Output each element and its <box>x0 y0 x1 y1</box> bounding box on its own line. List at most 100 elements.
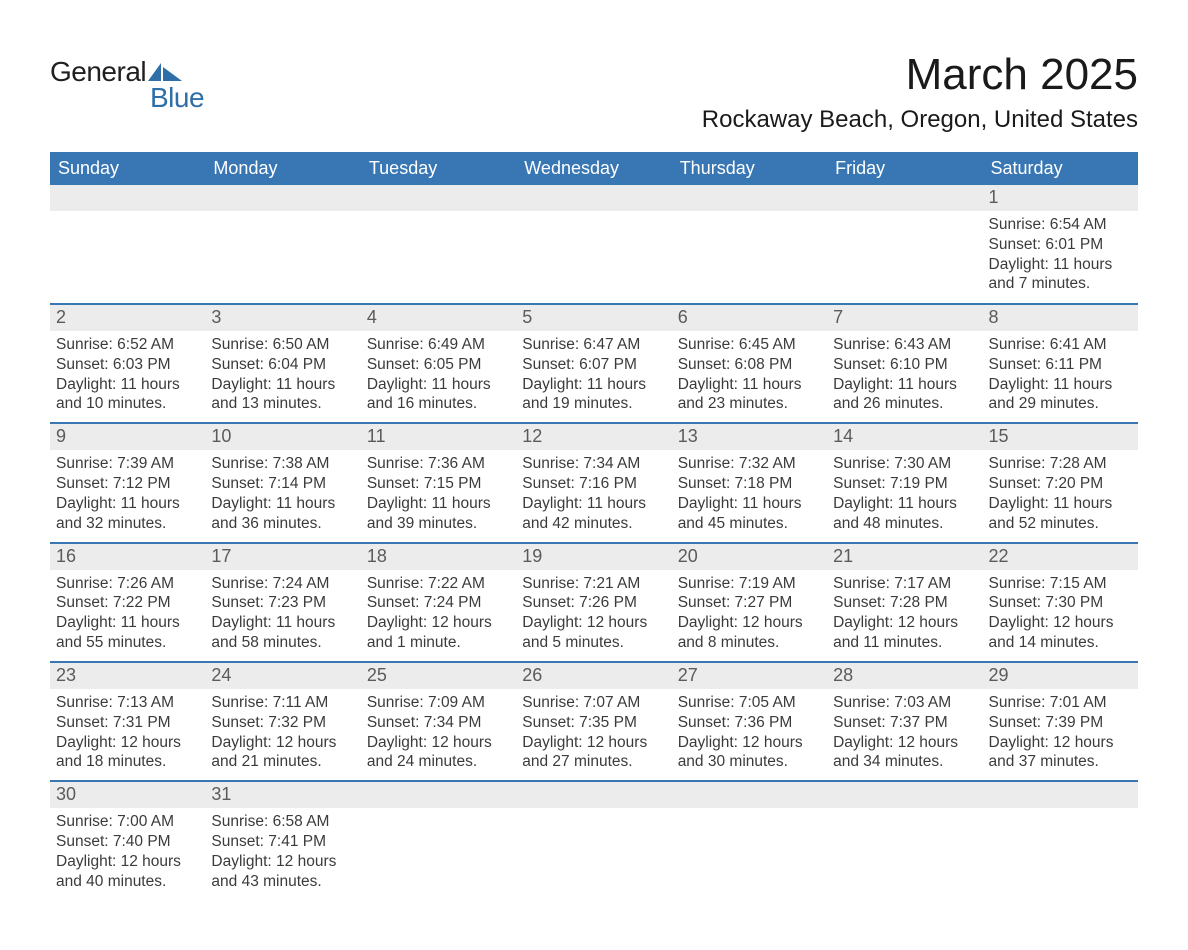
day-number <box>827 185 982 211</box>
day-number <box>672 782 827 808</box>
sunset-line: Sunset: 7:34 PM <box>367 713 510 733</box>
day-details: Sunrise: 7:22 AMSunset: 7:24 PMDaylight:… <box>361 570 516 661</box>
location-subtitle: Rockaway Beach, Oregon, United States <box>702 106 1138 134</box>
calendar-table: SundayMondayTuesdayWednesdayThursdayFrid… <box>50 152 1138 900</box>
day-number: 13 <box>672 424 827 450</box>
calendar-day-cell <box>516 781 671 899</box>
sunrise-line: Sunrise: 6:49 AM <box>367 335 510 355</box>
sunset-line: Sunset: 7:20 PM <box>989 474 1132 494</box>
day-details <box>361 808 516 894</box>
day-details: Sunrise: 7:17 AMSunset: 7:28 PMDaylight:… <box>827 570 982 661</box>
calendar-day-cell: 12Sunrise: 7:34 AMSunset: 7:16 PMDayligh… <box>516 423 671 542</box>
day-details: Sunrise: 7:39 AMSunset: 7:12 PMDaylight:… <box>50 450 205 541</box>
weekday-header: Monday <box>205 152 360 185</box>
daylight-line: Daylight: 11 hours and 58 minutes. <box>211 613 354 653</box>
day-details: Sunrise: 6:49 AMSunset: 6:05 PMDaylight:… <box>361 331 516 422</box>
calendar-day-cell: 3Sunrise: 6:50 AMSunset: 6:04 PMDaylight… <box>205 304 360 423</box>
sunrise-line: Sunrise: 7:19 AM <box>678 574 821 594</box>
calendar-day-cell: 30Sunrise: 7:00 AMSunset: 7:40 PMDayligh… <box>50 781 205 899</box>
daylight-line: Daylight: 11 hours and 42 minutes. <box>522 494 665 534</box>
daylight-line: Daylight: 12 hours and 14 minutes. <box>989 613 1132 653</box>
day-details: Sunrise: 7:28 AMSunset: 7:20 PMDaylight:… <box>983 450 1138 541</box>
day-details <box>983 808 1138 894</box>
sunset-line: Sunset: 6:08 PM <box>678 355 821 375</box>
day-details: Sunrise: 7:01 AMSunset: 7:39 PMDaylight:… <box>983 689 1138 780</box>
sunset-line: Sunset: 7:37 PM <box>833 713 976 733</box>
calendar-week-row: 1Sunrise: 6:54 AMSunset: 6:01 PMDaylight… <box>50 185 1138 304</box>
sunrise-line: Sunrise: 6:52 AM <box>56 335 199 355</box>
sunset-line: Sunset: 7:24 PM <box>367 593 510 613</box>
brand-name-part2: Blue <box>150 82 204 114</box>
calendar-day-cell: 6Sunrise: 6:45 AMSunset: 6:08 PMDaylight… <box>672 304 827 423</box>
calendar-week-row: 16Sunrise: 7:26 AMSunset: 7:22 PMDayligh… <box>50 543 1138 662</box>
sunset-line: Sunset: 7:12 PM <box>56 474 199 494</box>
sunrise-line: Sunrise: 6:43 AM <box>833 335 976 355</box>
day-number <box>672 185 827 211</box>
day-details: Sunrise: 7:15 AMSunset: 7:30 PMDaylight:… <box>983 570 1138 661</box>
calendar-day-cell: 13Sunrise: 7:32 AMSunset: 7:18 PMDayligh… <box>672 423 827 542</box>
sunset-line: Sunset: 6:07 PM <box>522 355 665 375</box>
calendar-day-cell: 27Sunrise: 7:05 AMSunset: 7:36 PMDayligh… <box>672 662 827 781</box>
calendar-day-cell <box>827 185 982 304</box>
daylight-line: Daylight: 11 hours and 19 minutes. <box>522 375 665 415</box>
sunrise-line: Sunrise: 7:24 AM <box>211 574 354 594</box>
calendar-day-cell: 10Sunrise: 7:38 AMSunset: 7:14 PMDayligh… <box>205 423 360 542</box>
sunrise-line: Sunrise: 7:30 AM <box>833 454 976 474</box>
sunrise-line: Sunrise: 7:00 AM <box>56 812 199 832</box>
sunset-line: Sunset: 7:32 PM <box>211 713 354 733</box>
sunrise-line: Sunrise: 7:13 AM <box>56 693 199 713</box>
weekday-header: Tuesday <box>361 152 516 185</box>
sunset-line: Sunset: 7:28 PM <box>833 593 976 613</box>
day-details <box>516 211 671 303</box>
sunset-line: Sunset: 7:40 PM <box>56 832 199 852</box>
day-number: 17 <box>205 544 360 570</box>
day-details: Sunrise: 7:03 AMSunset: 7:37 PMDaylight:… <box>827 689 982 780</box>
daylight-line: Daylight: 11 hours and 7 minutes. <box>989 255 1132 295</box>
day-number: 15 <box>983 424 1138 450</box>
calendar-day-cell: 22Sunrise: 7:15 AMSunset: 7:30 PMDayligh… <box>983 543 1138 662</box>
day-number: 9 <box>50 424 205 450</box>
sunset-line: Sunset: 6:04 PM <box>211 355 354 375</box>
daylight-line: Daylight: 11 hours and 13 minutes. <box>211 375 354 415</box>
day-number <box>516 185 671 211</box>
daylight-line: Daylight: 12 hours and 1 minute. <box>367 613 510 653</box>
day-details: Sunrise: 7:30 AMSunset: 7:19 PMDaylight:… <box>827 450 982 541</box>
calendar-day-cell: 5Sunrise: 6:47 AMSunset: 6:07 PMDaylight… <box>516 304 671 423</box>
sunrise-line: Sunrise: 6:41 AM <box>989 335 1132 355</box>
day-details <box>827 211 982 303</box>
day-number: 6 <box>672 305 827 331</box>
daylight-line: Daylight: 12 hours and 21 minutes. <box>211 733 354 773</box>
sunrise-line: Sunrise: 6:54 AM <box>989 215 1132 235</box>
day-number: 7 <box>827 305 982 331</box>
daylight-line: Daylight: 12 hours and 11 minutes. <box>833 613 976 653</box>
sunset-line: Sunset: 7:18 PM <box>678 474 821 494</box>
day-number: 11 <box>361 424 516 450</box>
calendar-week-row: 30Sunrise: 7:00 AMSunset: 7:40 PMDayligh… <box>50 781 1138 899</box>
sunrise-line: Sunrise: 7:05 AM <box>678 693 821 713</box>
page-header: General Blue March 2025 Rockaway Beach, … <box>50 50 1138 134</box>
day-number <box>983 782 1138 808</box>
calendar-day-cell: 4Sunrise: 6:49 AMSunset: 6:05 PMDaylight… <box>361 304 516 423</box>
weekday-header: Saturday <box>983 152 1138 185</box>
sunrise-line: Sunrise: 6:47 AM <box>522 335 665 355</box>
day-details <box>50 211 205 303</box>
calendar-day-cell: 31Sunrise: 6:58 AMSunset: 7:41 PMDayligh… <box>205 781 360 899</box>
day-details <box>516 808 671 894</box>
day-number: 31 <box>205 782 360 808</box>
weekday-header: Friday <box>827 152 982 185</box>
day-number <box>516 782 671 808</box>
day-number <box>205 185 360 211</box>
sunrise-line: Sunrise: 7:21 AM <box>522 574 665 594</box>
day-number: 1 <box>983 185 1138 211</box>
day-number: 12 <box>516 424 671 450</box>
daylight-line: Daylight: 12 hours and 18 minutes. <box>56 733 199 773</box>
daylight-line: Daylight: 11 hours and 48 minutes. <box>833 494 976 534</box>
day-details: Sunrise: 7:32 AMSunset: 7:18 PMDaylight:… <box>672 450 827 541</box>
sunrise-line: Sunrise: 7:03 AM <box>833 693 976 713</box>
day-number: 10 <box>205 424 360 450</box>
calendar-day-cell <box>50 185 205 304</box>
calendar-week-row: 2Sunrise: 6:52 AMSunset: 6:03 PMDaylight… <box>50 304 1138 423</box>
daylight-line: Daylight: 11 hours and 52 minutes. <box>989 494 1132 534</box>
day-details: Sunrise: 7:11 AMSunset: 7:32 PMDaylight:… <box>205 689 360 780</box>
weekday-header: Thursday <box>672 152 827 185</box>
